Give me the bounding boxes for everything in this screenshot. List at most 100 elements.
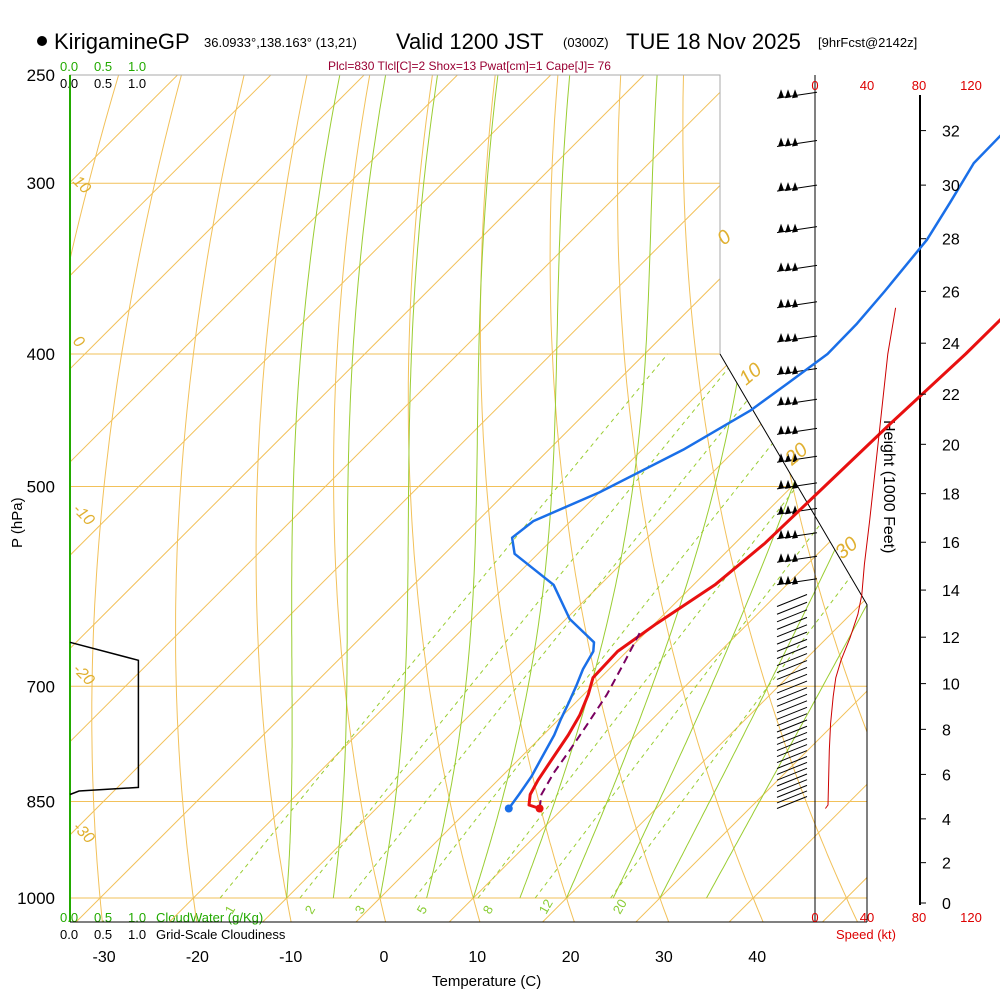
moist-adiabat	[659, 75, 867, 899]
surface-dewpoint-point	[504, 804, 513, 813]
wind-barb-flag	[792, 425, 798, 435]
wind-barb-flag	[792, 137, 798, 147]
height-tick-16: 16	[942, 535, 960, 552]
dry-adiabat	[175, 75, 257, 922]
pressure-tick-300: 300	[27, 174, 55, 193]
bottom-legend: 0.0 0.5 1.0 CloudWater (g/Kg) 0.0 0.5 1.…	[60, 910, 896, 942]
isotherm--50	[70, 75, 788, 922]
wind-barb-shaft	[776, 673, 808, 687]
wind-barb-shaft	[776, 725, 808, 739]
parcel-path	[538, 632, 641, 809]
mixing-ratio-line	[414, 353, 845, 899]
height-tick-22: 22	[942, 387, 960, 404]
pressure-tick-700: 700	[27, 677, 55, 696]
mixing-ratio-line	[219, 353, 668, 899]
speed-tick-top: 120	[960, 78, 982, 93]
wind-barb-flag	[778, 453, 784, 463]
height-tick-12: 12	[942, 630, 960, 647]
wind-barb-flag	[778, 182, 784, 192]
isotherm--90	[70, 75, 415, 922]
moist-adiabat	[472, 75, 576, 899]
speed-tick-top: 0	[811, 78, 818, 93]
valid-time: Valid 1200 JST	[396, 29, 544, 54]
forecast-tag: [9hrFcst@2142z]	[818, 35, 917, 50]
pressure-tick-400: 400	[27, 345, 55, 364]
height-tick-20: 20	[942, 437, 960, 454]
speed-tick-bottom: 80	[912, 910, 926, 925]
zulu-time: (0300Z)	[563, 35, 609, 50]
height-tick-14: 14	[942, 583, 960, 600]
mixing-ratio-label: 20	[610, 896, 630, 916]
height-axis-title: Height (1000 Feet)	[880, 420, 897, 553]
wind-barb-shaft	[776, 713, 808, 727]
wind-barb-flag	[778, 553, 784, 563]
wind-barb-shaft	[776, 719, 808, 733]
wind-barb-shaft	[776, 756, 808, 769]
wind-barb-flag	[785, 223, 791, 233]
temperature-tick: -10	[279, 949, 302, 966]
wind-barb-shaft	[776, 616, 808, 630]
stability-indices: Plcl=830 Tlcl[C]=2 Shox=13 Pwat[cm]=1 Ca…	[328, 59, 611, 73]
y-axis-title: P (hPa)	[9, 497, 26, 548]
isotherm--80	[70, 75, 508, 922]
wind-barb-shaft	[776, 706, 808, 720]
wind-barb-flag	[778, 425, 784, 435]
wind-barb-shaft	[776, 631, 808, 645]
wind-barb-flag	[778, 298, 784, 308]
dry-adiabat	[255, 75, 318, 922]
pressure-tick-850: 850	[27, 793, 55, 812]
isotherm--10	[257, 75, 867, 922]
wind-barb-flag	[785, 553, 791, 563]
wind-barb-flag	[778, 505, 784, 515]
sounding-series	[69, 134, 1000, 813]
bottom-green-2: 1.0	[128, 910, 146, 925]
speed-tick-bottom: 40	[860, 910, 874, 925]
moist-adiabat	[379, 75, 446, 899]
wind-barb-shaft	[776, 653, 808, 667]
wind-barb-flag	[778, 396, 784, 406]
wind-barb-flag	[785, 365, 791, 375]
height-tick-28: 28	[942, 232, 960, 249]
wind-barb-shaft	[776, 761, 808, 775]
mixing-ratio-label: 12	[536, 896, 556, 916]
wind-barb-flag	[792, 396, 798, 406]
wind-barb-flag	[778, 223, 784, 233]
wind-barb-shaft	[776, 646, 808, 659]
wind-barb-flag	[785, 529, 791, 539]
wind-barb-flag	[792, 479, 798, 489]
wind-barb-shaft	[776, 773, 808, 787]
moist-adiabat	[332, 75, 396, 899]
wind-barb-flag	[785, 262, 791, 272]
wind-barb-flag	[785, 575, 791, 585]
wind-barb-shaft	[776, 687, 808, 701]
dry-adiabat	[682, 75, 861, 922]
isotherm--70	[70, 75, 601, 922]
bottom-black-0: 0.0	[60, 927, 78, 942]
isotherm-20	[537, 75, 867, 922]
dry-adiabat	[407, 75, 482, 922]
dry-adiabat	[91, 75, 196, 922]
wind-barb-shaft	[776, 680, 808, 694]
wind-barb-shaft	[776, 779, 808, 793]
dewpoint-profile	[507, 134, 1000, 810]
wind-barb-flag	[785, 298, 791, 308]
wind-barb-flag	[778, 262, 784, 272]
wind-barb-flag	[778, 333, 784, 343]
isotherm--110	[70, 75, 228, 922]
dry-adiabat	[333, 75, 388, 922]
surface-temperature-point	[535, 804, 544, 813]
cloudiness-label: Grid-Scale Cloudiness	[156, 927, 286, 942]
isotherm--20	[164, 75, 867, 922]
wind-barb-flag	[785, 505, 791, 515]
temperature-tick: 40	[748, 949, 766, 966]
wind-barb-flag	[785, 425, 791, 435]
wind-barb-flag	[792, 182, 798, 192]
temperature-tick: -30	[93, 949, 116, 966]
wind-barb-shaft	[776, 731, 808, 745]
mixing-ratio-line	[534, 353, 867, 899]
height-tick-10: 10	[942, 677, 960, 694]
cloudiness-profile	[69, 641, 140, 796]
height-tick-26: 26	[942, 284, 960, 301]
